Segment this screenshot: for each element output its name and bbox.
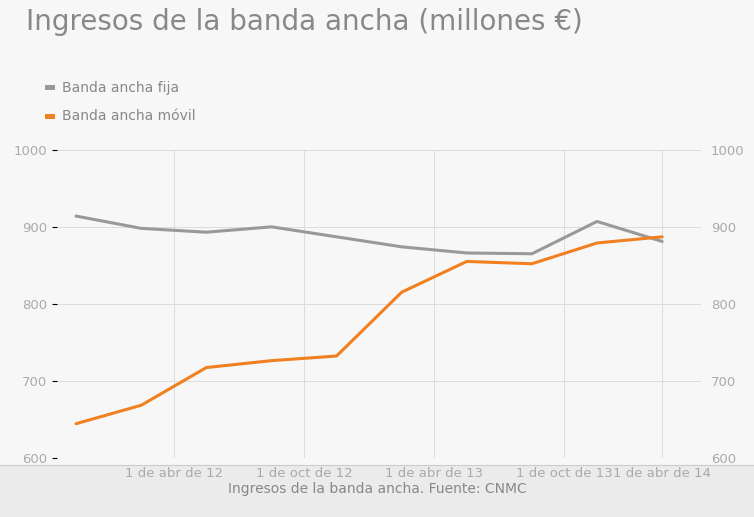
Text: Ingresos de la banda ancha. Fuente: CNMC: Ingresos de la banda ancha. Fuente: CNMC (228, 481, 526, 496)
Text: Banda ancha móvil: Banda ancha móvil (63, 109, 196, 124)
Text: Banda ancha fija: Banda ancha fija (63, 81, 179, 95)
Text: Ingresos de la banda ancha (millones €): Ingresos de la banda ancha (millones €) (26, 8, 583, 36)
